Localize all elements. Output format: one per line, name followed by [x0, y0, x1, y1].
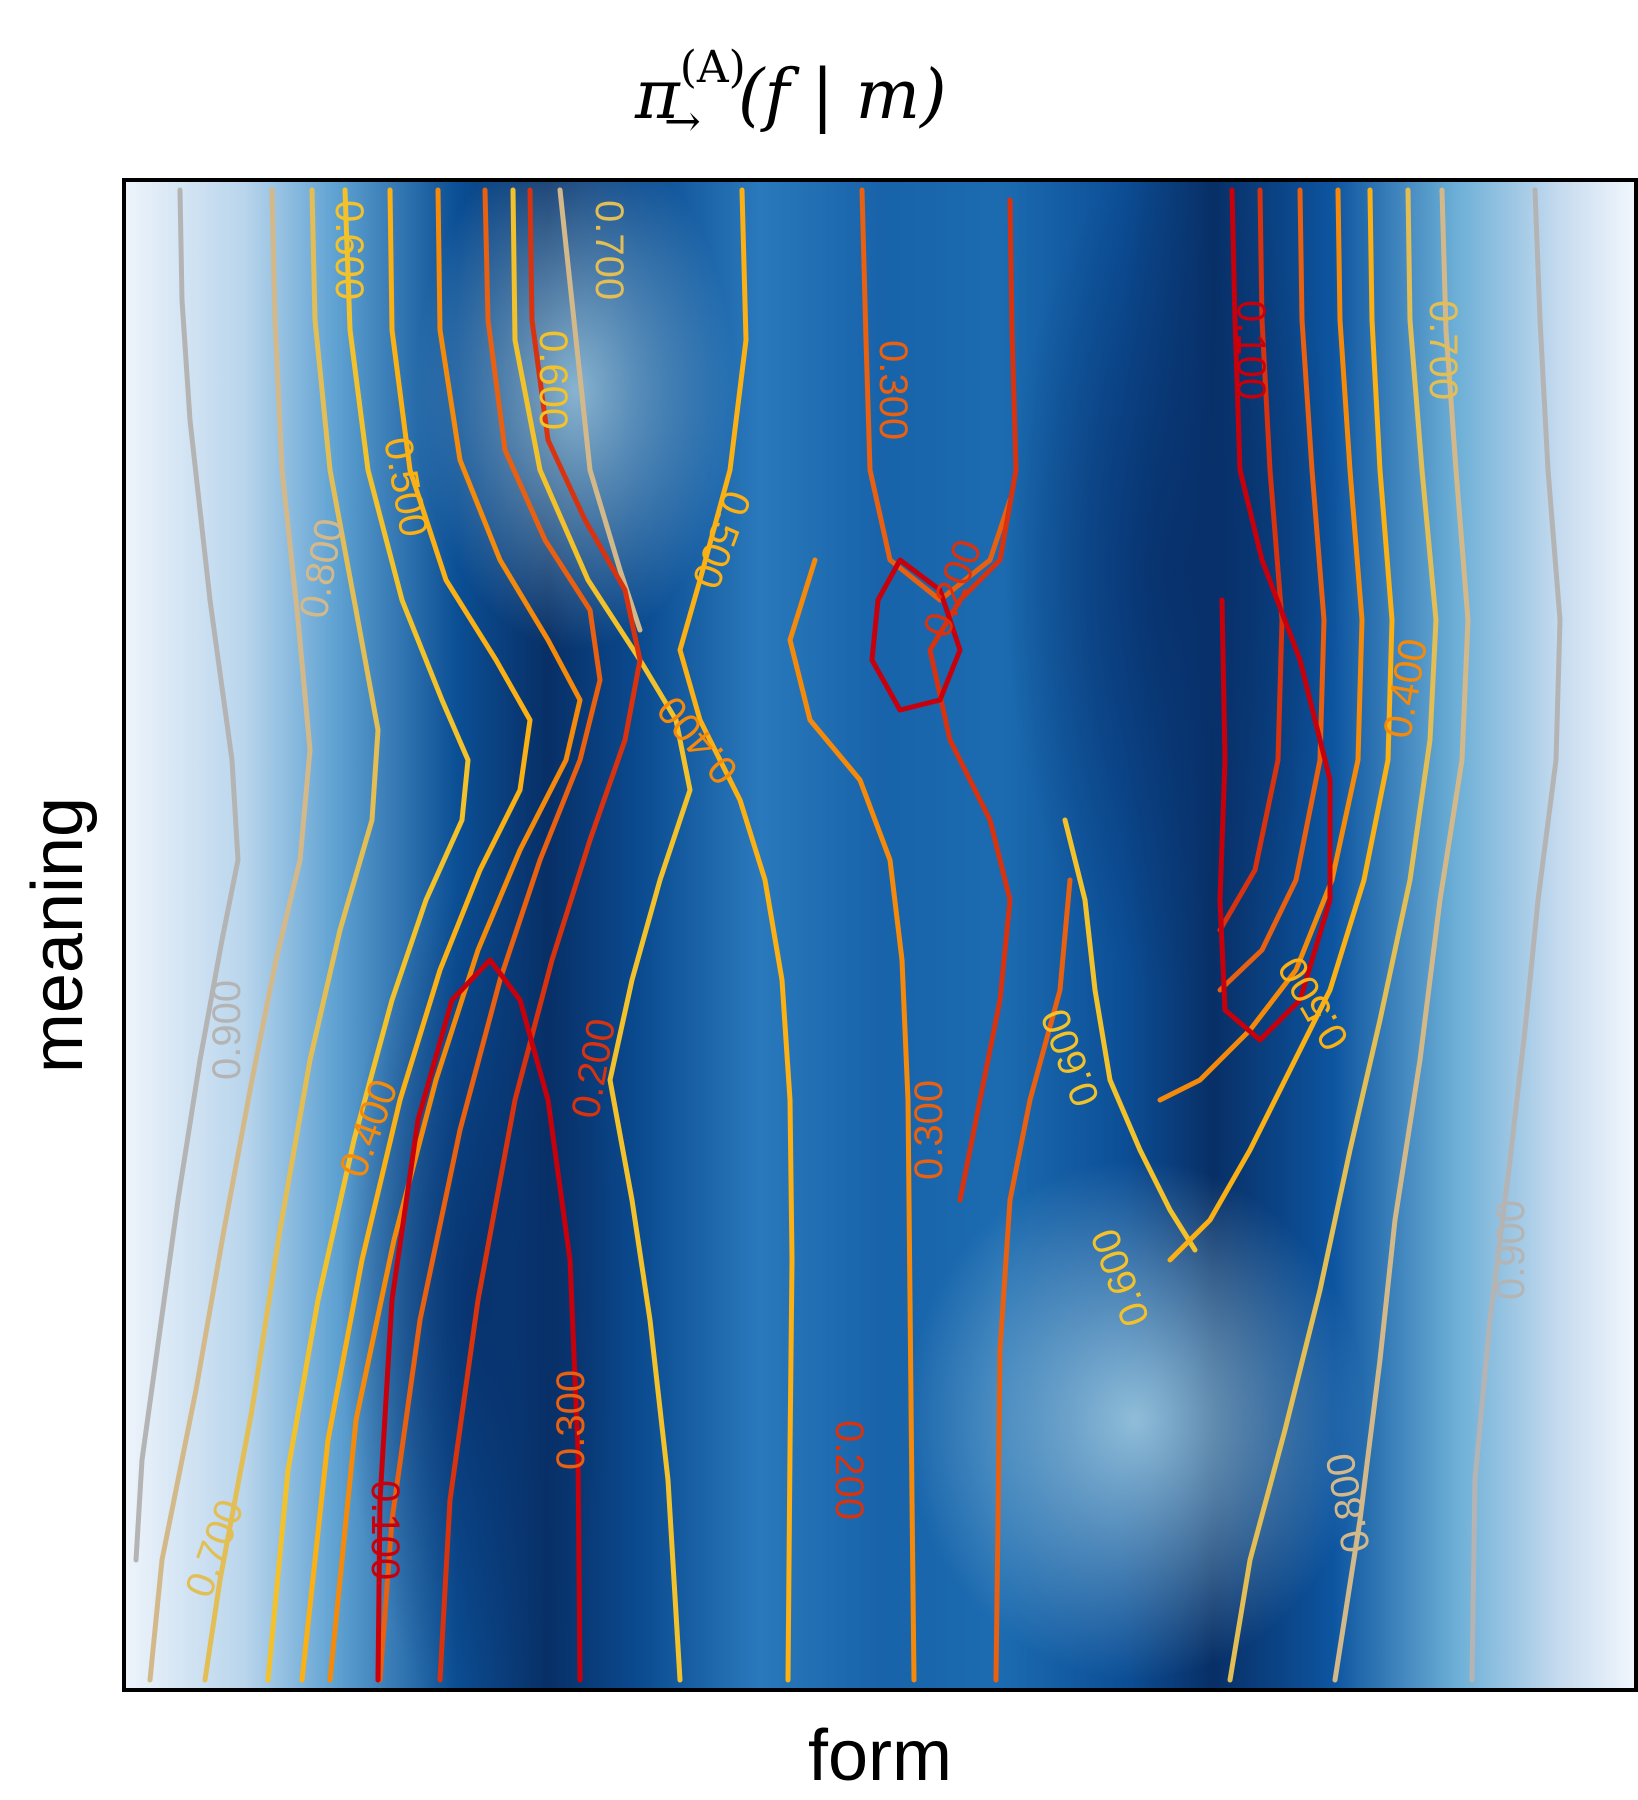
contour-label: 0.900: [1489, 1200, 1533, 1300]
heatmap-light-region-bottom: [905, 1160, 1365, 1680]
title-args: (f | m): [738, 56, 947, 135]
contour-line-0.800: [1332, 187, 1471, 1683]
plot-frame: [122, 178, 1638, 1692]
contour-line-0.900: [1469, 187, 1563, 1683]
contour-label: 0.200: [827, 1420, 871, 1520]
contour-line-0.100: [1217, 187, 1333, 1043]
contour-label: 0.700: [587, 200, 631, 300]
contour-label: 0.300: [871, 340, 915, 440]
contour-line-0.100: [869, 557, 963, 713]
heatmap: [124, 180, 1636, 1690]
contour-line-0.700: [202, 187, 381, 1683]
contour-label: 0.100: [363, 1480, 407, 1580]
contour-line-0.100: [375, 957, 583, 1683]
contour-line-0.400: [1157, 187, 1365, 1103]
contour-label: 0.600: [327, 200, 371, 300]
contour-label: 0.600: [531, 330, 575, 430]
contour-line-0.300: [1217, 187, 1327, 993]
contour-line-0.800: [147, 187, 313, 1683]
contour-line-0.600: [510, 187, 693, 1683]
contour-line-0.700: [1227, 187, 1439, 1683]
contour-label: 0.900: [205, 980, 249, 1080]
contour-lines: [133, 187, 1563, 1683]
contour-label: 0.300: [549, 1370, 593, 1470]
contour-line-0.300: [377, 187, 603, 1683]
contour-line-0.600: [1062, 817, 1198, 1253]
contour-line-0.300: [993, 877, 1073, 1683]
title-superscript: (A): [680, 42, 746, 93]
contour-line-0.600: [265, 187, 471, 1683]
contour-label: 0.700: [1421, 300, 1465, 400]
chart-title: π(A)(f | m): [634, 42, 947, 135]
contour-label: 0.100: [1229, 300, 1273, 400]
heatmap-light-region-top: [415, 180, 735, 650]
contour-line-0.500: [677, 187, 795, 1683]
contour-line-0.500: [299, 187, 533, 1683]
y-axis-label: meaning: [18, 797, 98, 1073]
contour-line-0.500: [1167, 187, 1395, 1263]
title-subscript: →: [664, 96, 701, 147]
contour-line-0.200: [437, 187, 643, 1683]
contour-label: 0.300: [907, 1080, 951, 1180]
heatmap-dark-region-upper: [1005, 180, 1345, 990]
contour-line-0.900: [133, 187, 241, 1563]
title-base: π: [634, 56, 681, 135]
contour-line-0.400: [327, 187, 583, 1683]
contour-line-0.300: [859, 187, 1013, 603]
contour-line-0.200: [1217, 187, 1285, 933]
x-axis-label: form: [808, 1716, 952, 1796]
contour-line-0.400: [787, 557, 917, 1683]
